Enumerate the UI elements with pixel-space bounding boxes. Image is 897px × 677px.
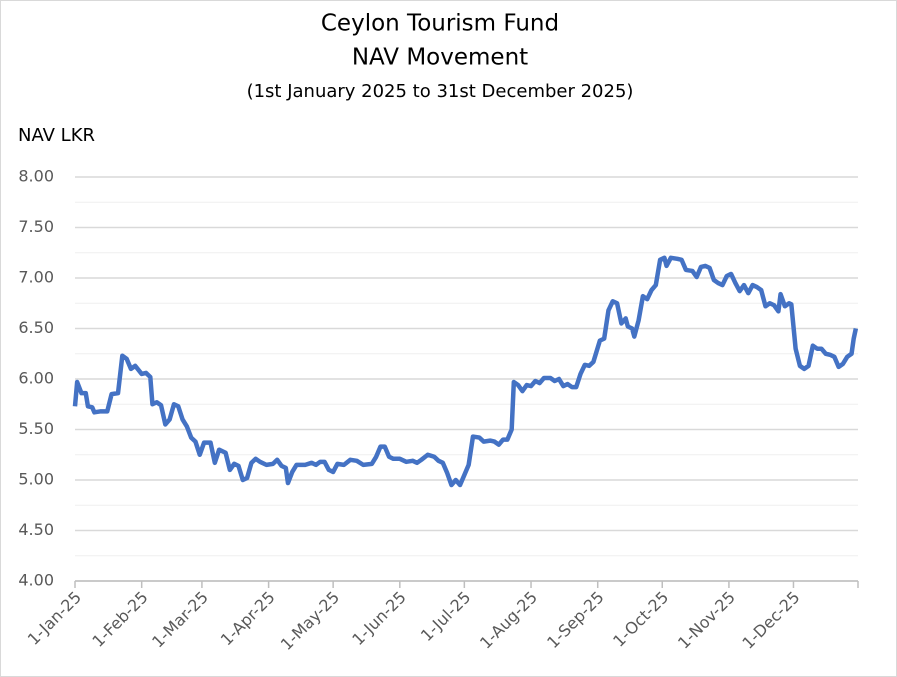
y-tick-label: 4.50 xyxy=(18,520,54,539)
chart-title: NAV Movement xyxy=(352,45,528,71)
y-tick-label: 7.00 xyxy=(18,268,54,287)
chart-subtitle: (1st January 2025 to 31st December 2025) xyxy=(247,81,634,102)
y-tick-label: 4.00 xyxy=(18,571,54,590)
y-tick-label: 8.00 xyxy=(18,167,54,186)
y-tick-label: 6.50 xyxy=(18,318,54,337)
y-tick-label: 6.00 xyxy=(18,369,54,388)
chart-title: Ceylon Tourism Fund xyxy=(321,11,559,37)
data-line xyxy=(72,255,859,488)
y-tick-label: 5.50 xyxy=(18,419,54,438)
y-axis-label: NAV LKR xyxy=(18,125,95,146)
y-tick-label: 7.50 xyxy=(18,217,54,236)
y-tick-label: 5.00 xyxy=(18,470,54,489)
